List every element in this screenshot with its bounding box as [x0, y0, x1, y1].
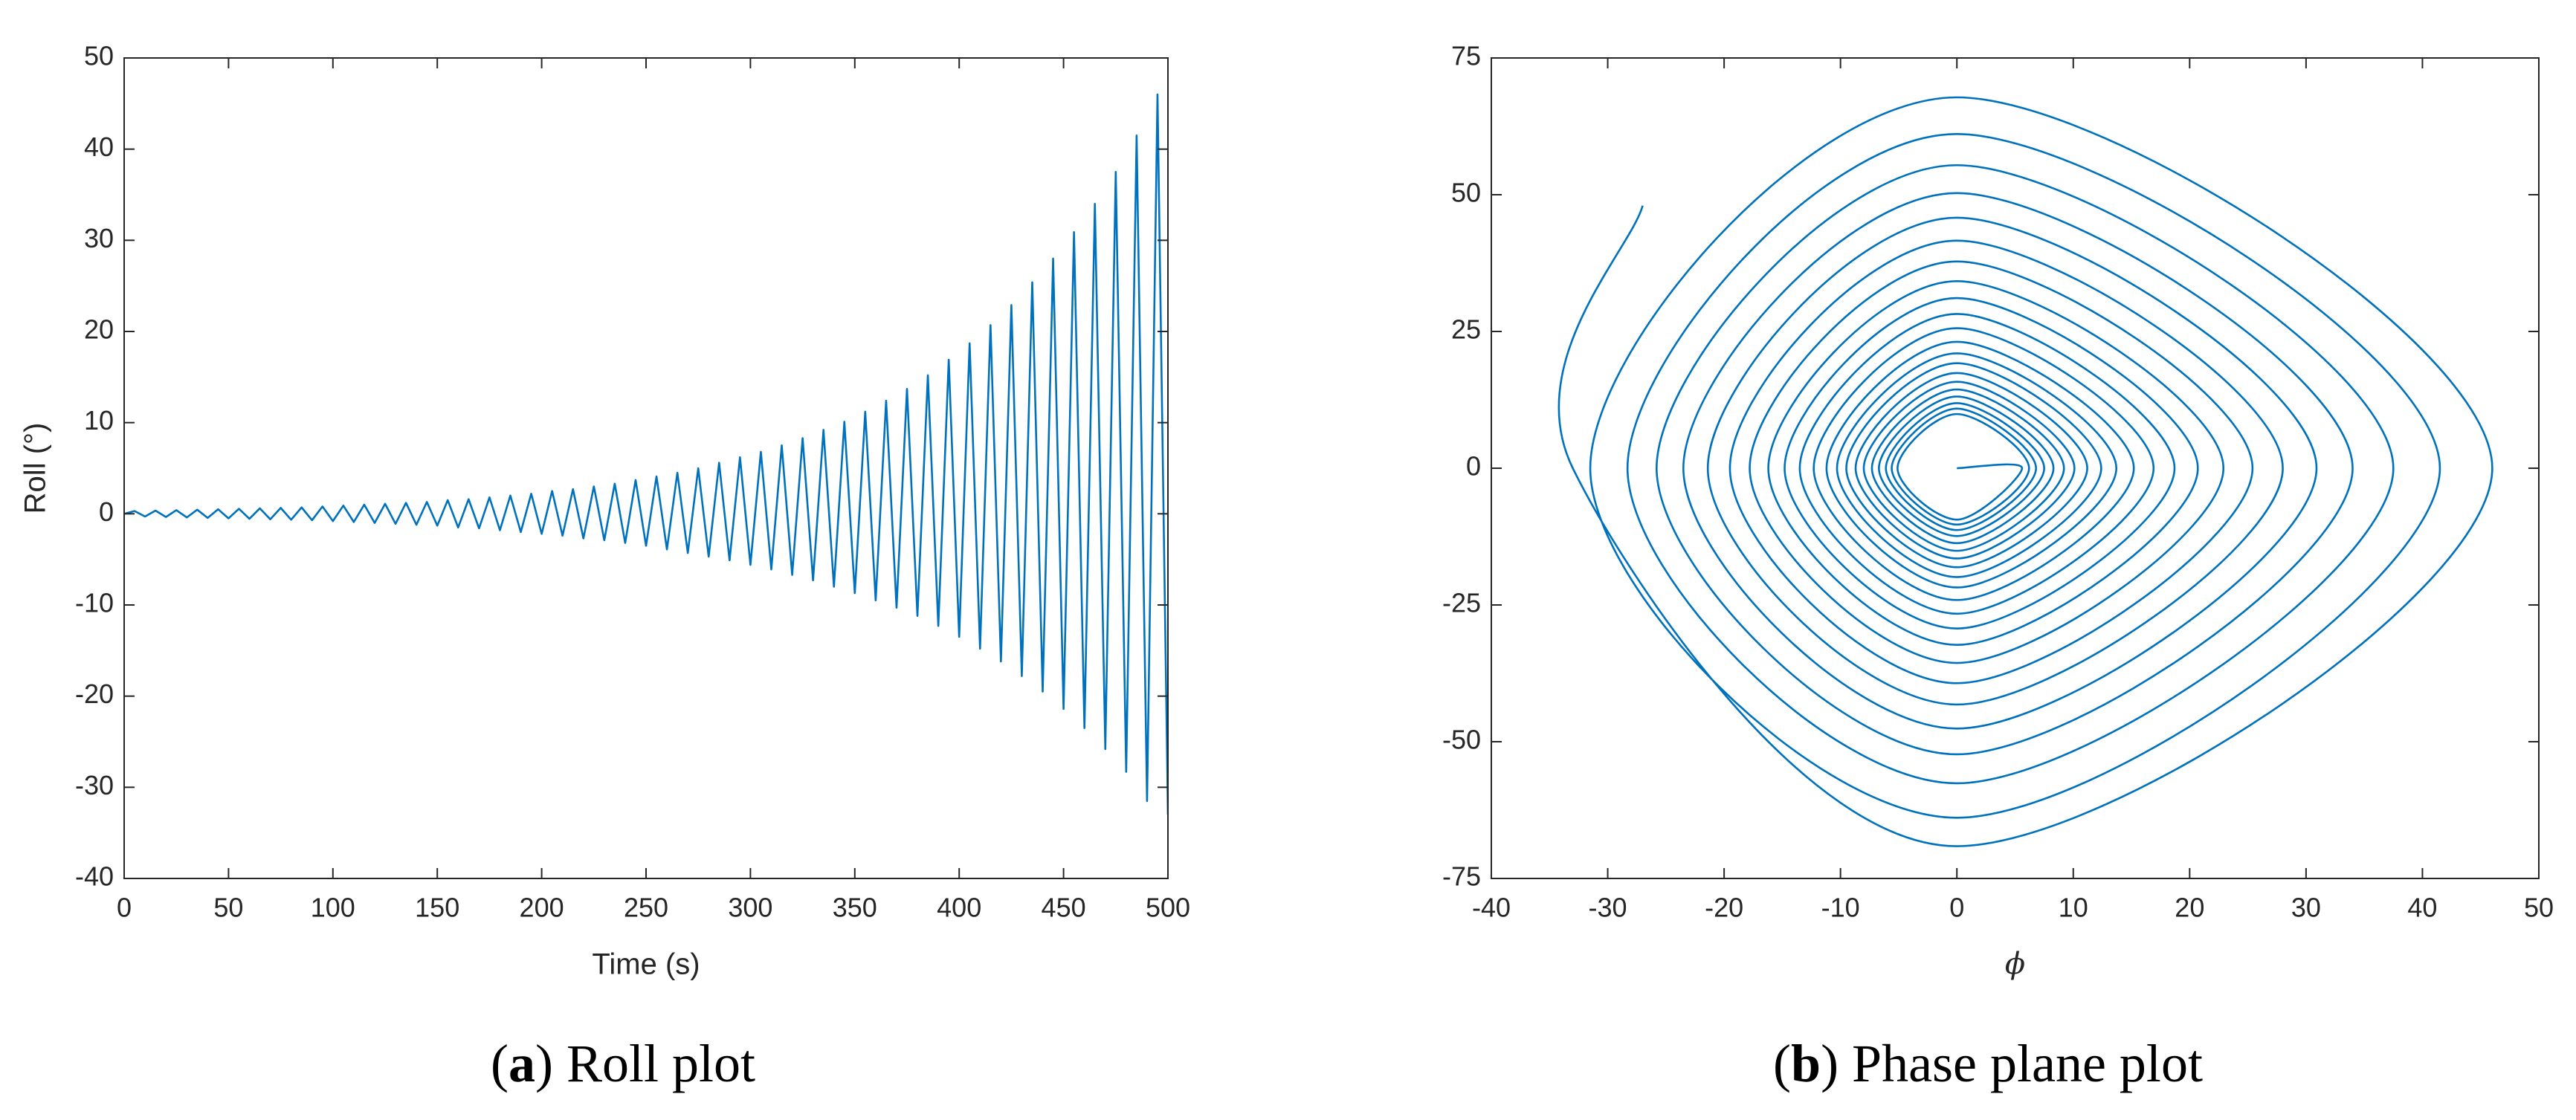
data-layer [124, 93, 1168, 815]
y-tick-label: 50 [1451, 178, 1481, 208]
x-tick-label: 200 [520, 893, 564, 923]
caption-part: a [509, 1034, 535, 1093]
y-tick-label: 20 [84, 314, 114, 345]
y-tick-label: -20 [75, 679, 114, 709]
y-tick-label: -10 [75, 588, 114, 618]
x-tick-label: 30 [2291, 893, 2321, 923]
caption: (b) Phase plane plot [1773, 1034, 2203, 1093]
x-tick-label: 50 [2524, 893, 2554, 923]
y-tick-label: 10 [84, 405, 114, 436]
x-tick-label: 20 [2175, 893, 2204, 923]
caption-part: ( [491, 1034, 509, 1093]
x-tick-label: -30 [1589, 893, 1627, 923]
x-tick-label: -20 [1705, 893, 1743, 923]
y-tick-label: 75 [1451, 41, 1481, 71]
caption-part: b [1791, 1034, 1821, 1093]
x-axis-label: ϕ [2005, 947, 2025, 981]
y-tick-label: -50 [1442, 725, 1481, 755]
data-line [124, 93, 1168, 815]
x-tick-label: 10 [2059, 893, 2088, 923]
plot-area [124, 58, 1168, 878]
y-tick-label: 40 [84, 132, 114, 162]
data-layer [1557, 96, 2493, 847]
y-tick-label: -40 [75, 861, 114, 892]
caption: (a) Roll plot [491, 1034, 755, 1093]
x-axis-label: Time (s) [592, 948, 700, 981]
y-axis-label: Roll (°) [19, 423, 52, 514]
x-tick-label: 100 [311, 893, 355, 923]
chart: -40 -30 -20 -10 0 10 20 30 40 50 -75 -50 -25 0 25 50 75 ϕ… [1442, 41, 2554, 1093]
x-tick-label: 400 [937, 893, 981, 923]
x-tick-label: 0 [1949, 893, 1964, 923]
y-tick-label: 50 [84, 41, 114, 71]
caption-part: ) Roll plot [535, 1034, 755, 1093]
x-tick-label: 450 [1042, 893, 1086, 923]
chart: 0 50 100 150 200 250 300 350 400 450 500-40-30-20-… [19, 41, 1190, 1093]
y-tick-label: -30 [75, 770, 114, 800]
y-tick-label: 25 [1451, 314, 1481, 345]
caption-part: ) Phase plane plot [1821, 1034, 2203, 1093]
y-tick-label: -75 [1442, 861, 1481, 892]
y-tick-label: 30 [84, 223, 114, 253]
x-tick-label: 250 [624, 893, 668, 923]
data-line [1557, 96, 2493, 847]
x-tick-label: 150 [415, 893, 459, 923]
y-tick-label: 0 [1466, 451, 1481, 482]
x-tick-label: 300 [728, 893, 772, 923]
x-tick-label: 50 [213, 893, 243, 923]
x-tick-label: 500 [1146, 893, 1190, 923]
y-tick-label: -25 [1442, 588, 1481, 618]
x-tick-label: 0 [117, 893, 132, 923]
x-tick-label: -10 [1821, 893, 1860, 923]
x-tick-label: 40 [2407, 893, 2437, 923]
plot-area [1491, 58, 2539, 878]
x-tick-label: -40 [1472, 893, 1511, 923]
y-tick-label: 0 [99, 496, 114, 527]
x-tick-label: 350 [833, 893, 877, 923]
caption-part: ( [1773, 1034, 1791, 1093]
